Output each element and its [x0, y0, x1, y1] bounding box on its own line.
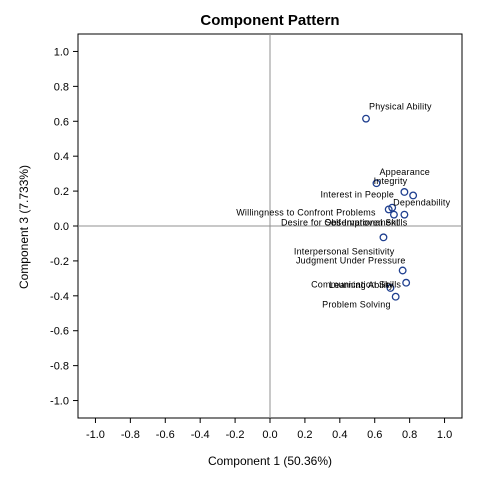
- y-axis: 1.0 0.8 0.6 0.4 0.2 0.0 -0.2 -0.4 -0.6 -0.8 -1.0: [50, 46, 78, 408]
- data-point-label: Interest in People: [320, 189, 394, 199]
- data-point-label: Observational Skills: [324, 218, 407, 228]
- data-point-label: Interpersonal Sensitivity: [294, 246, 395, 256]
- x-tick-label: 0.4: [332, 429, 347, 441]
- data-points: [362, 114, 418, 301]
- x-axis-title: Component 1 (50.36%): [208, 454, 332, 468]
- y-tick-label: -0.4: [50, 291, 69, 303]
- data-point-marker: [391, 292, 400, 301]
- data-point-marker: [362, 114, 370, 123]
- data-point-label: Physical Ability: [369, 102, 432, 112]
- x-tick-label: -1.0: [86, 429, 105, 441]
- y-tick-label: 0.4: [54, 151, 69, 163]
- data-point-marker: [384, 205, 393, 214]
- y-tick-label: 0.0: [54, 221, 69, 233]
- y-tick-label: -0.2: [50, 256, 69, 268]
- y-tick-label: 1.0: [54, 46, 69, 58]
- x-axis: -1.0 -0.8 -0.6 -0.4 -0.2 0.0 0.2 0.4 0.6 0.8 1.0: [86, 418, 452, 441]
- y-tick-label: 0.2: [54, 186, 69, 198]
- data-point-label: Learning Ability: [329, 280, 394, 290]
- x-tick-label: 0.0: [262, 429, 277, 441]
- y-tick-label: -0.8: [50, 361, 69, 373]
- data-point-label: Communication Skills: [311, 280, 401, 290]
- data-point-label: Desire for Self-Improvement: [281, 218, 399, 228]
- y-tick-label: 0.8: [54, 81, 69, 93]
- y-axis-title: Component 3 (7.733%): [17, 165, 31, 289]
- x-tick-label: 1.0: [437, 429, 452, 441]
- reference-lines: [78, 34, 462, 418]
- data-point-marker: [402, 278, 411, 287]
- data-point-marker: [398, 266, 407, 275]
- data-point-label: Willingness to Confront Problems: [236, 207, 376, 217]
- y-tick-label: 0.6: [54, 116, 69, 128]
- x-tick-label: -0.2: [226, 429, 245, 441]
- x-tick-label: -0.4: [191, 429, 210, 441]
- data-point-marker: [409, 191, 418, 200]
- data-point-label: Dependability: [393, 198, 450, 208]
- data-point-label: Appearance: [379, 167, 430, 177]
- y-tick-label: -1.0: [50, 396, 69, 408]
- data-point-label: Judgment Under Pressure: [296, 256, 406, 266]
- x-tick-label: -0.6: [156, 429, 175, 441]
- chart-title: Component Pattern: [200, 12, 339, 29]
- data-point-marker: [386, 284, 395, 292]
- x-tick-label: 0.6: [367, 429, 382, 441]
- data-point-label: Integrity: [374, 176, 408, 186]
- data-point-marker: [372, 179, 381, 188]
- data-point-marker: [400, 210, 409, 219]
- x-tick-label: -0.8: [121, 429, 140, 441]
- data-point-marker: [389, 210, 398, 219]
- data-point-marker: [400, 188, 409, 196]
- x-tick-label: 0.2: [297, 429, 312, 441]
- y-tick-label: -0.6: [50, 326, 69, 338]
- data-point-marker: [379, 233, 388, 242]
- x-tick-label: 0.8: [402, 429, 417, 441]
- data-point-label: Problem Solving: [322, 300, 391, 310]
